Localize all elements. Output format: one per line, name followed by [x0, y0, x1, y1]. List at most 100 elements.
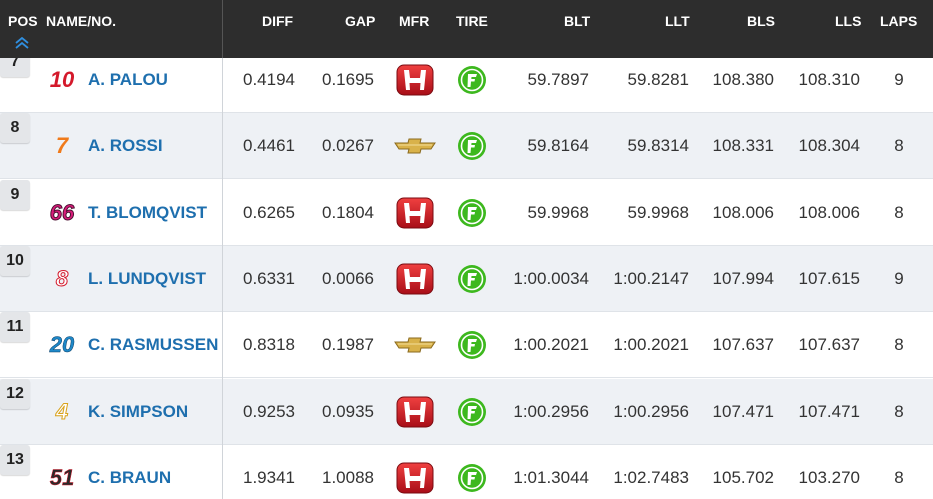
tire-icon [457, 198, 487, 233]
driver-name[interactable]: T. BLOMQVIST [88, 202, 207, 222]
chevrolet-logo [394, 138, 436, 159]
honda-logo [396, 462, 434, 499]
gap: 0.1695 [322, 70, 374, 89]
car-number: 10 [49, 67, 75, 92]
header-divider [222, 0, 223, 58]
bls: 108.006 [712, 202, 774, 222]
gap: 0.0066 [322, 268, 374, 288]
column-header[interactable]: DIFF [262, 13, 294, 29]
laps: 8 [894, 401, 904, 421]
lls: 108.006 [798, 202, 860, 222]
tire-icon [457, 65, 487, 100]
blt: 59.8164 [527, 136, 589, 156]
driver-name[interactable]: L. LUNDQVIST [88, 268, 207, 288]
honda-logo [396, 64, 434, 101]
laps: 8 [894, 136, 904, 156]
driver-name[interactable]: C. RASMUSSEN [88, 335, 219, 355]
car-number: 4 [55, 398, 69, 424]
car-number: 7 [55, 133, 69, 159]
driver-name[interactable]: K. SIMPSON [88, 401, 189, 421]
driver-name[interactable]: A. PALOU [88, 70, 168, 89]
table-row[interactable]: 8 7 A. ROSSI 0.4461 0.0267 59.8164 59.8314 108.… [0, 113, 933, 180]
diff: 0.6265 [243, 202, 295, 222]
blt: 1:00.2956 [513, 401, 589, 421]
position: 13 [0, 444, 30, 475]
lls: 107.637 [798, 335, 860, 355]
lls: 103.270 [798, 467, 860, 487]
chevrolet-logo [394, 337, 436, 358]
blt: 1:00.0034 [513, 268, 589, 288]
column-divider [222, 0, 223, 499]
diff: 0.8318 [243, 335, 295, 355]
bls: 105.702 [712, 467, 774, 487]
blt: 59.7897 [527, 70, 589, 89]
blt: 59.9968 [527, 202, 589, 222]
car-number: 20 [49, 332, 75, 358]
gap: 0.0267 [322, 136, 374, 156]
bls: 107.994 [712, 268, 774, 288]
blt: 1:01.3044 [513, 467, 589, 487]
position: 9 [0, 179, 30, 210]
llt: 1:00.2147 [613, 268, 689, 288]
table-row[interactable]: 10 8 L. LUNDQVIST 0.6331 0.0066 1:00.0034 1:00… [0, 245, 933, 312]
llt: 59.9968 [627, 202, 689, 222]
sort-icon[interactable] [14, 37, 30, 49]
position: 12 [0, 378, 30, 409]
column-header[interactable]: LAPS [880, 13, 918, 29]
llt: 59.8281 [627, 70, 689, 89]
lls: 107.615 [798, 268, 860, 288]
honda-logo [396, 396, 434, 433]
car-number: 66 [49, 199, 75, 225]
column-header[interactable]: BLT [564, 13, 591, 29]
column-header[interactable]: POS [8, 13, 38, 29]
laps: 8 [894, 202, 904, 222]
diff: 0.9253 [243, 401, 295, 421]
column-header[interactable]: LLT [665, 13, 690, 29]
column-header[interactable]: TIRE [456, 13, 488, 29]
llt: 59.8314 [627, 136, 689, 156]
table-row[interactable]: 13 51 C. BRAUN 1.9341 1.0088 1:01.3044 1:02.74… [0, 444, 933, 499]
blt: 1:00.2021 [513, 335, 589, 355]
tire-icon [457, 264, 487, 299]
gap: 0.0935 [322, 401, 374, 421]
diff: 0.4461 [243, 136, 295, 156]
lls: 108.310 [798, 70, 860, 89]
laps: 9 [894, 70, 904, 89]
diff: 0.6331 [243, 268, 295, 288]
bls: 107.471 [712, 401, 774, 421]
car-number: 8 [55, 265, 69, 291]
honda-logo [396, 197, 434, 234]
column-header[interactable]: BLS [747, 13, 775, 29]
table-header: POS NAME/NO. DIFF GAP MFR TIRE BLT LLT BLS LLS LAP… [0, 0, 933, 58]
column-header[interactable]: LLS [835, 13, 862, 29]
tire-icon [457, 463, 487, 498]
llt: 1:00.2956 [613, 401, 689, 421]
driver-name[interactable]: A. ROSSI [88, 136, 163, 156]
column-header[interactable]: MFR [399, 13, 430, 29]
laps: 8 [894, 467, 904, 487]
table-row[interactable]: 11 20 C. RASMUSSEN 0.8318 0.1987 1:00.2021 1:0… [0, 312, 933, 379]
column-header[interactable]: NAME/NO. [46, 13, 116, 29]
tire-icon [457, 397, 487, 432]
laps: 9 [894, 268, 904, 288]
gap: 1.0088 [322, 467, 374, 487]
table-row[interactable]: 12 4 K. SIMPSON 0.9253 0.0935 1:00.2956 1:00.2… [0, 378, 933, 445]
gap: 0.1987 [322, 335, 374, 355]
bls: 108.331 [712, 136, 774, 156]
bls: 108.380 [712, 70, 774, 89]
llt: 1:02.7483 [613, 467, 689, 487]
laps: 8 [894, 335, 904, 355]
driver-name[interactable]: C. BRAUN [88, 467, 172, 487]
lls: 107.471 [798, 401, 860, 421]
position: 8 [0, 113, 30, 144]
car-number: 51 [49, 464, 75, 491]
llt: 1:00.2021 [613, 335, 689, 355]
tire-icon [457, 131, 487, 166]
table-row[interactable]: 9 66 T. BLOMQVIST 0.6265 0.1804 59.9968 59.996… [0, 179, 933, 246]
column-header[interactable]: GAP [345, 13, 376, 29]
table-row[interactable]: 7 10 A. PALOU 0.4194 0.1695 59.7897 59.8281 108… [0, 47, 933, 113]
gap: 0.1804 [322, 202, 374, 222]
tire-icon [457, 330, 487, 365]
